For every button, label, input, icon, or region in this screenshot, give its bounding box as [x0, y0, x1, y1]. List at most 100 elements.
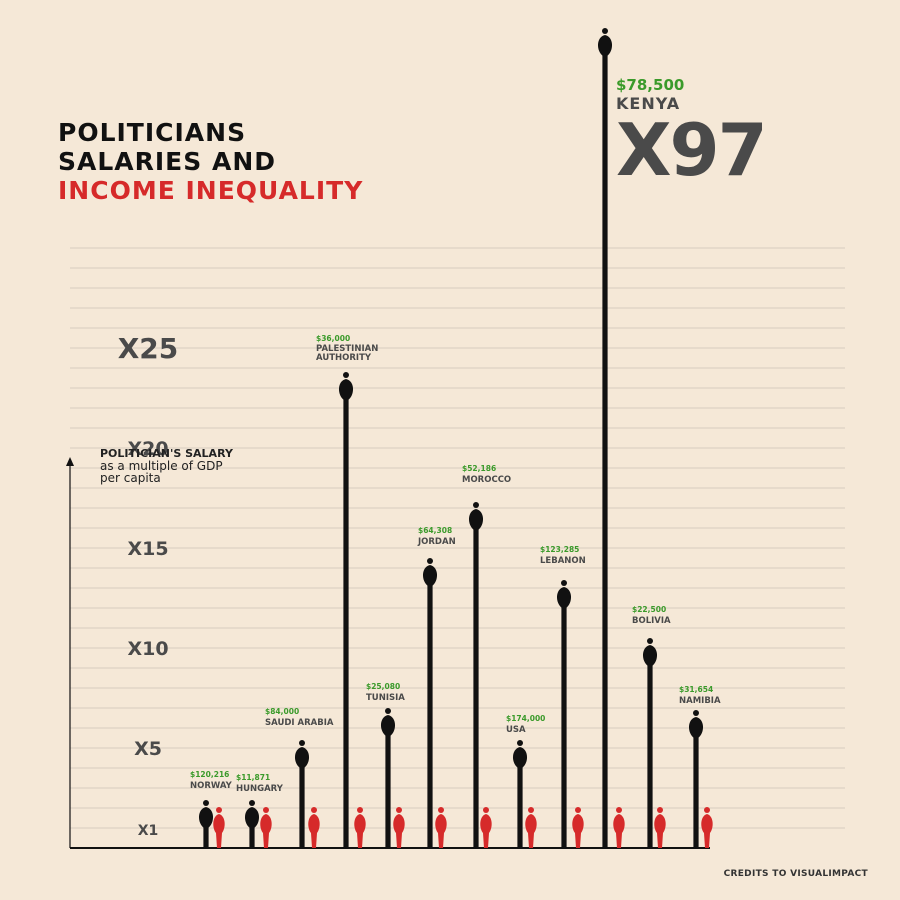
- title-line-2: SALARIES AND: [58, 147, 276, 176]
- citizen-body: [701, 814, 713, 848]
- citizen-body: [354, 814, 366, 848]
- politician-bar: [517, 756, 523, 848]
- politician-bar: [299, 756, 305, 848]
- politician-head: [561, 580, 567, 586]
- kenya-name: KENYA: [616, 94, 681, 113]
- bar-hungary: [244, 800, 272, 848]
- politician-head: [647, 638, 653, 644]
- y-tick-label: X20: [127, 438, 168, 460]
- citizen-head: [263, 807, 269, 813]
- y-axis-title-bold: POLITICIAN'S SALARY: [100, 447, 233, 460]
- country-label: PALESTINIAN: [316, 344, 378, 354]
- politician-body: [642, 645, 658, 666]
- kenya-salary: $78,500: [616, 76, 685, 94]
- country-label: SAUDI ARABIA: [265, 718, 334, 728]
- y-axis-title: POLITICIAN'S SALARY as a multiple of GDP…: [100, 447, 233, 485]
- politician-bar: [343, 388, 349, 848]
- salary-label: $52,186: [462, 464, 496, 473]
- citizen-body: [613, 814, 625, 848]
- title-line-1: POLITICIANS: [58, 118, 247, 147]
- citizen-body: [572, 814, 584, 848]
- country-label: LEBANON: [540, 556, 586, 566]
- politician-head: [517, 740, 523, 746]
- citizen-head: [616, 807, 622, 813]
- politician-bar: [602, 44, 608, 848]
- y-axis-arrow: [66, 457, 74, 466]
- politician-body: [244, 807, 260, 828]
- y-tick-label: X5: [134, 738, 162, 760]
- politician-body: [688, 717, 704, 738]
- bar-namibia: [688, 710, 713, 848]
- citizen-head: [311, 807, 317, 813]
- y-axis-title-sub-2: per capita: [100, 471, 161, 485]
- bar-jordan: [422, 558, 447, 848]
- citizen-head: [528, 807, 534, 813]
- politician-body: [556, 587, 572, 608]
- kenya-highlight: $78,500 KENYA X97: [616, 76, 816, 187]
- bar-lebanon: [556, 580, 584, 848]
- bar-tunisia: [380, 708, 405, 848]
- politician-body: [380, 715, 396, 736]
- bar-norway: [198, 800, 225, 848]
- salary-label: $31,654: [679, 685, 713, 694]
- bar-usa: [512, 740, 537, 848]
- citizen-head: [575, 807, 581, 813]
- salary-label: $123,285: [540, 545, 579, 554]
- politician-bar: [693, 726, 699, 848]
- politician-head: [385, 708, 391, 714]
- country-label: TUNISIA: [366, 693, 405, 703]
- bar-morocco: [468, 502, 492, 848]
- politician-body: [422, 565, 438, 586]
- citizen-body: [213, 814, 225, 848]
- politician-body: [468, 509, 484, 530]
- salary-label: $11,871: [236, 773, 270, 782]
- country-label: HUNGARY: [236, 784, 284, 794]
- country-label: JORDAN: [417, 537, 456, 547]
- citizen-head: [438, 807, 444, 813]
- salary-label: $174,000: [506, 714, 545, 723]
- country-label: NORWAY: [190, 781, 233, 791]
- politician-bar: [561, 596, 567, 848]
- salary-label: $64,308: [418, 526, 452, 535]
- bar-kenya: [597, 28, 625, 848]
- politician-head: [473, 502, 479, 508]
- bar-bolivia: [642, 638, 666, 848]
- politician-bar: [473, 518, 479, 848]
- politician-head: [427, 558, 433, 564]
- salary-label: $84,000: [265, 707, 299, 716]
- citizen-head: [483, 807, 489, 813]
- country-label: MOROCCO: [462, 475, 511, 485]
- politician-head: [693, 710, 699, 716]
- citizen-body: [435, 814, 447, 848]
- politician-bar: [385, 724, 391, 848]
- citizen-body: [393, 814, 405, 848]
- title-line-3: INCOME INEQUALITY: [58, 176, 364, 205]
- y-tick-label: X25: [118, 332, 179, 365]
- politician-body: [198, 807, 214, 828]
- politician-head: [249, 800, 255, 806]
- gridlines: [70, 247, 845, 829]
- citizen-body: [308, 814, 320, 848]
- citizen-body: [654, 814, 666, 848]
- citizen-head: [396, 807, 402, 813]
- salary-label: $36,000: [316, 334, 350, 343]
- salary-label: $25,080: [366, 682, 400, 691]
- citizen-head: [216, 807, 222, 813]
- citizen-body: [525, 814, 537, 848]
- y-tick-labels: X1 X5 X10 X15 X20 X25: [118, 332, 179, 839]
- politician-head: [299, 740, 305, 746]
- politician-bar: [203, 816, 209, 848]
- y-tick-label: X1: [138, 823, 159, 839]
- country-label: USA: [506, 725, 526, 735]
- politician-body: [294, 747, 310, 768]
- citizen-head: [657, 807, 663, 813]
- data-labels: $120,216 NORWAY$11,871 HUNGARY $84,000 SAUDI…: [190, 334, 721, 794]
- page-title: POLITICIANS SALARIES AND INCOME INEQUALI…: [58, 118, 363, 205]
- politician-head: [203, 800, 209, 806]
- y-tick-label: X10: [127, 638, 168, 660]
- country-label: BOLIVIA: [632, 616, 671, 626]
- citizen-body: [260, 814, 272, 848]
- politician-head: [602, 28, 608, 34]
- politician-bar: [427, 574, 433, 848]
